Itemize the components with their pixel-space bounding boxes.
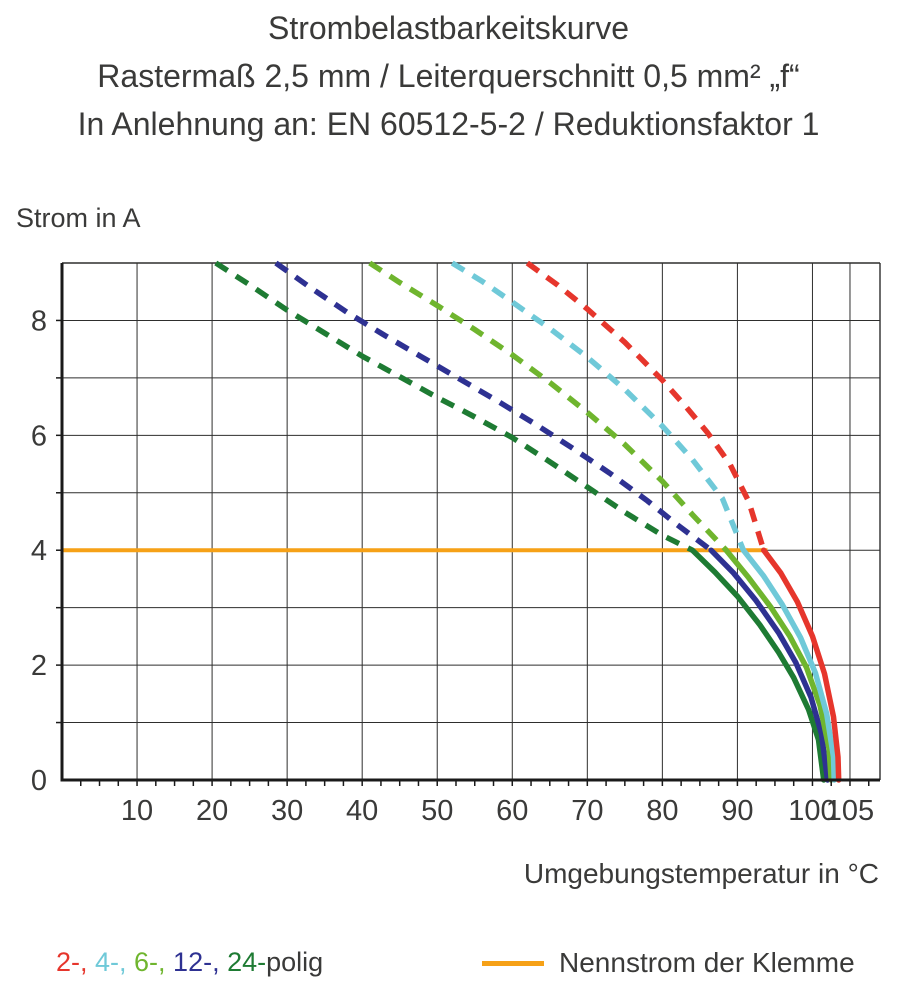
x-tick-label: 30 [271, 795, 303, 827]
y-axis-label: Strom in A [16, 203, 141, 233]
y-tick-label: 6 [31, 420, 47, 452]
x-tick-label: 50 [421, 795, 453, 827]
chart-title-block: Strombelastbarkeitskurve Rastermaß 2,5 m… [0, 4, 897, 148]
y-tick-label: 4 [31, 535, 47, 567]
x-tick-label: 80 [646, 795, 678, 827]
x-tick-label: 70 [571, 795, 603, 827]
legend-poles: 2-, 4-, 6-, 12-, 24-polig [56, 947, 323, 978]
curve-solid-6-polig [723, 547, 834, 783]
x-tick-label: 10 [121, 795, 153, 827]
curve-solid-2-polig [760, 547, 842, 783]
nominal-current-line-swatch [482, 960, 544, 966]
curve-dashed-12-polig [274, 260, 713, 553]
legend-pole-label: 4-, [95, 947, 135, 977]
y-tick-label: 0 [31, 765, 47, 797]
y-tick-label: 8 [31, 305, 47, 337]
y-tick-label: 2 [31, 650, 47, 682]
x-tick-label: 105 [826, 795, 874, 827]
legend-pole-label: 6-, [134, 947, 174, 977]
curve-solid-24-polig [689, 547, 827, 783]
title-line-2: Rastermaß 2,5 mm / Leiterquerschnitt 0,5… [97, 58, 800, 94]
curve-dashed-2-polig [525, 260, 767, 552]
curve-dashed-6-polig [368, 260, 729, 553]
legend-pole-label: 24- [227, 947, 267, 977]
x-tick-label: 90 [721, 795, 753, 827]
legend-nominal-current: Nennstrom der Klemme [482, 947, 855, 979]
curve-solid-12-polig [708, 547, 831, 783]
x-tick-label: 20 [196, 795, 228, 827]
legend-pole-label: 2-, [56, 947, 96, 977]
x-tick-label: 40 [346, 795, 378, 827]
legend-pole-label: 12-, [173, 947, 228, 977]
x-axis-label: Umgebungstemperatur in °C [523, 858, 879, 889]
x-tick-label: 60 [496, 795, 528, 827]
nominal-current-label: Nennstrom der Klemme [559, 947, 855, 978]
curve-dashed-4-polig [450, 260, 746, 552]
x-tick-label: 100 [788, 795, 836, 827]
curve-solid-4-polig [740, 547, 837, 783]
legend-pole-label: polig [266, 947, 324, 977]
title-line-3: In Anlehnung an: EN 60512-5-2 / Reduktio… [77, 106, 820, 142]
title-line-1: Strombelastbarkeitskurve [267, 10, 630, 46]
